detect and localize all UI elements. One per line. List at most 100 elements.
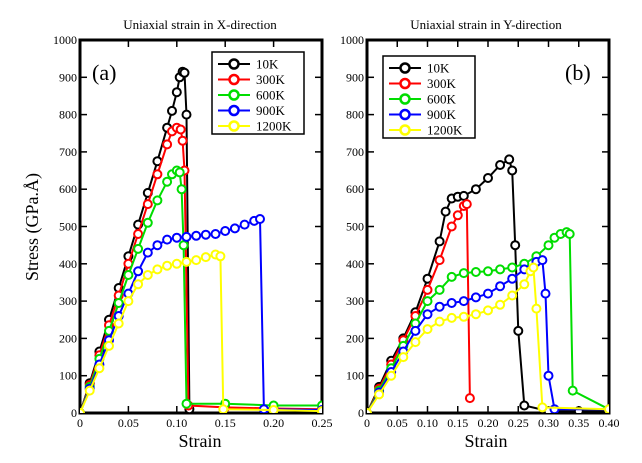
panel-b-legend-box [382,55,476,139]
panel-b-point-1200k [531,303,542,314]
panel-a-point-900k [191,230,202,241]
panel-b-ytick-label: 700 [346,145,364,159]
panel-a-point-600k [142,217,153,228]
panel-b-point-900k [543,370,554,381]
panel-b-ytick-label: 1000 [340,33,364,47]
panel-a-point-900k [210,229,221,239]
panel-a-xlabel: Strain [179,431,222,451]
panel-a-point-300k [177,135,188,146]
panel-b-point-1200k [458,311,469,322]
panel-b-point-1200k [434,316,445,327]
panel-b-series-group [367,154,609,413]
panel-a-point-600k [174,167,185,178]
panel-b-point-300k [422,284,433,295]
panel-a-legend-marker-1200k [228,120,240,132]
panel-a-point-1200k [104,340,114,351]
panel-b-point-300k [464,393,475,404]
panel-a-point-1200k [191,255,202,266]
panel-a-legend-box [211,51,305,135]
panel-b-point-600k [446,271,457,282]
panel-a-xtick-label: 0 [77,416,83,430]
panel-b-ytick-label: 900 [346,70,364,84]
panel-a-point-1200k [113,318,124,329]
panel-a-xtick-label: 0.25 [312,416,333,430]
panel-b-xtick-label: 0.20 [478,416,499,430]
panel-a-xtick-label: 0.15 [215,416,236,430]
panel-b-plot: 0 100 200 300 400 500 600 700 800 900 1000 0 0.05 0.1… [340,33,620,430]
panel-a-xtick-label: 0.20 [263,416,284,430]
panel-b-point-300k [452,210,463,221]
panel-a-point-600k [133,243,144,254]
panel-a-ytick-label: 300 [59,294,77,308]
panel-a-legend-marker-10k [228,58,240,70]
panel-b-point-1200k [507,290,518,301]
panel-a-point-900k [255,214,265,224]
panel-b-point-10k [434,236,445,247]
panel-b-point-900k [537,255,548,266]
panel-a-legend-marker-600k [228,89,240,101]
panel-b-ytick-label: 600 [346,182,364,196]
panel-b-point-900k [458,296,469,307]
panel-b-point-1200k [470,309,481,320]
panel-b-point-900k [549,404,560,413]
panel-b-ytick-label: 500 [346,220,364,234]
panel-b-xtick-label: 0.15 [447,416,468,430]
panel-b-point-10k [507,165,518,176]
panel-b-legend-label-1200k: 1200K [427,123,463,138]
panel-b-point-600k [543,240,554,251]
panel-a-point-1200k [268,405,279,413]
panel-b-point-600k [434,284,445,295]
panel-b-xtick-label: 0.30 [538,416,559,430]
panel-a-point-600k [152,195,163,206]
panel-b-ytick-label: 100 [346,369,364,383]
panel-b-point-10k [510,240,521,251]
panel-b-point-600k [564,229,575,239]
panel-b-xtick-label: 0 [364,416,370,430]
panel-b-ytick-label: 400 [346,257,364,271]
panel-a-point-1200k [171,258,182,269]
panel-a-point-1200k [181,256,192,267]
panel-a-xtick-label: 0.05 [118,416,139,430]
panel-a-series-line-300k [80,126,322,413]
panel-b-point-10k [440,206,451,217]
panel-a-point-10k [171,87,182,98]
panel-a-point-300k [162,139,173,150]
panel-b-point-10k [519,400,530,411]
panel-b-point-600k [495,264,506,275]
panel-b-legend-marker-600k [399,93,411,105]
panel-a-legend-label-1200k: 1200K [256,119,292,134]
panel-a-title: Uniaxial strain in X-direction [123,17,277,32]
panel-a-point-1200k [317,406,322,413]
panel-a-point-900k [152,240,163,251]
panel-b-series-line-10k [367,157,609,413]
panel-b-ytick-label: 0 [358,406,364,420]
panel-a-ytick-label: 700 [59,145,77,159]
panel-b-legend-label-300k: 300K [427,76,457,91]
panel-a-point-900k [229,223,240,234]
panel-b-legend-marker-300k [399,77,411,90]
panel-a-point-1200k [142,270,153,280]
panel-a-point-900k [142,247,153,258]
panel-b-point-1200k [422,324,433,335]
panel-a-legend-label-300k: 300K [256,72,286,87]
panel-a-point-600k [162,176,173,187]
panel-a-point-600k [113,298,124,308]
panel-a-point-1200k [84,385,95,396]
panel-b-point-600k [458,268,469,279]
panel-a-point-1200k [152,264,163,275]
panel-b-point-300k [446,221,457,232]
panel-b-xtick-label: 0.40 [599,416,620,430]
panel-b-label: (b) [565,60,591,85]
panel-b-point-1200k [495,299,506,310]
panel-b-legend-label-900k: 900K [427,107,457,122]
panel-a-series-group [80,66,322,413]
panel-a-point-1200k [133,279,144,290]
panel-a-point-900k [171,232,182,243]
panel-a-point-1200k [200,252,211,263]
panel-b-point-600k [483,266,493,277]
panel-b-legend-label-10k: 10K [427,61,450,76]
panel-b-point-600k [507,262,518,273]
panel-a-ytick-label: 200 [59,331,77,345]
